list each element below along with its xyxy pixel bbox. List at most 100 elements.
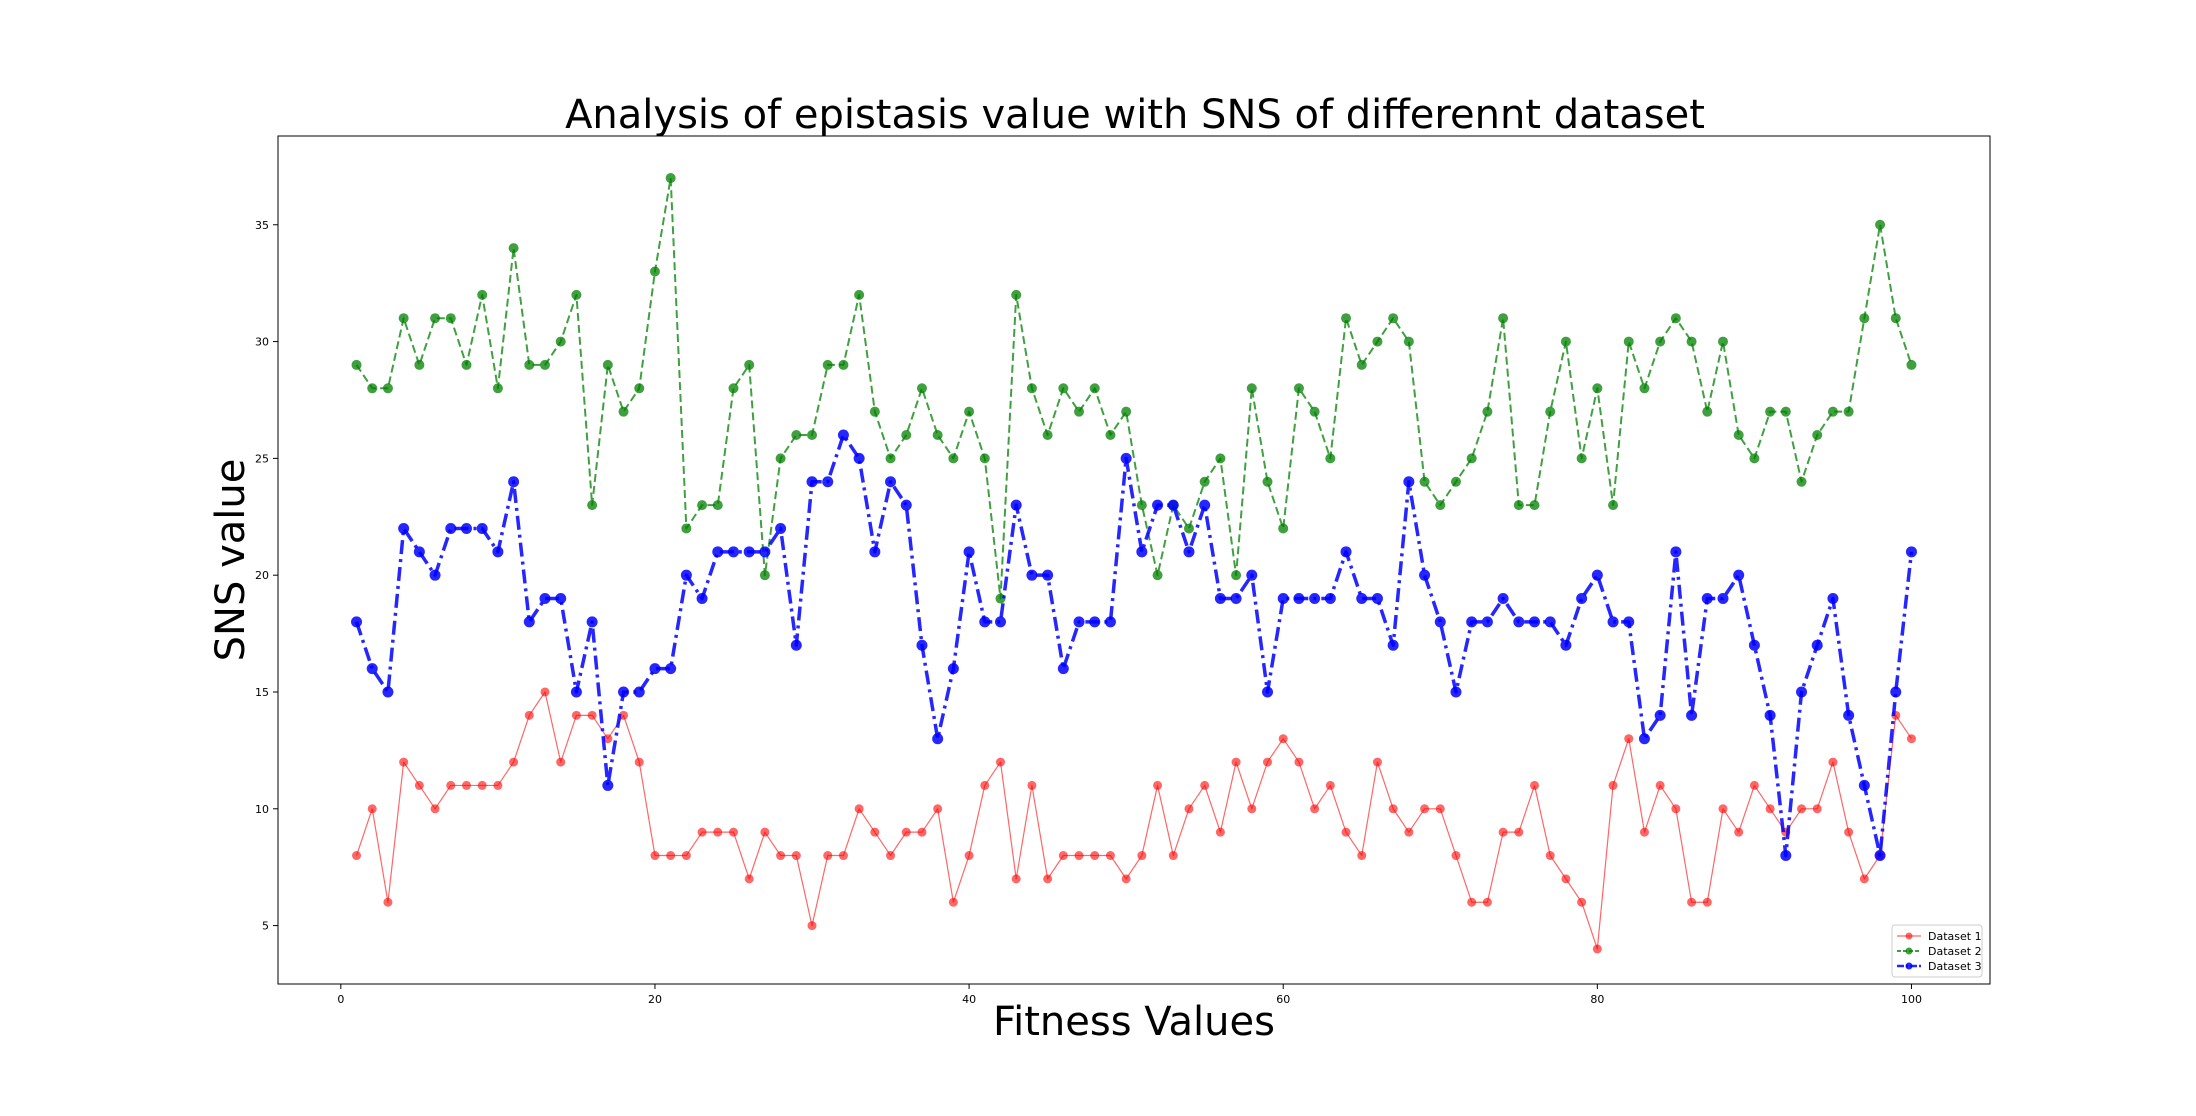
data-point — [1011, 874, 1021, 884]
data-point — [493, 780, 503, 790]
y-axis-label: SNS value — [208, 459, 254, 662]
data-point — [1544, 616, 1556, 628]
data-point — [477, 289, 488, 300]
data-point — [461, 780, 471, 790]
data-point — [1796, 476, 1807, 487]
data-point — [509, 757, 519, 767]
data-point — [1121, 874, 1131, 884]
series-dataset-3 — [351, 429, 1917, 862]
data-point — [540, 359, 551, 370]
data-point — [603, 734, 613, 744]
data-point — [1498, 313, 1509, 324]
data-point — [1074, 851, 1084, 861]
legend-label: Dataset 2 — [1928, 945, 1982, 958]
series-dataset-2 — [351, 173, 1917, 604]
data-point — [1058, 383, 1069, 394]
data-point — [995, 593, 1006, 604]
y-tick-label: 5 — [262, 920, 269, 933]
data-point — [477, 780, 487, 790]
data-point — [933, 804, 943, 814]
data-point — [619, 710, 629, 720]
data-point — [1906, 359, 1917, 370]
data-point — [1608, 500, 1619, 511]
data-point — [1231, 570, 1242, 581]
data-point — [1718, 804, 1728, 814]
data-point — [1262, 476, 1273, 487]
data-point — [791, 851, 801, 861]
data-point — [886, 851, 896, 861]
legend-swatch-marker — [1905, 947, 1913, 955]
data-point — [869, 406, 880, 417]
data-point — [1309, 593, 1321, 605]
data-point — [917, 827, 927, 837]
data-point — [1513, 500, 1524, 511]
data-point — [649, 663, 661, 675]
data-point — [508, 243, 519, 254]
data-point — [1451, 851, 1461, 861]
data-point — [1278, 523, 1289, 534]
data-point — [539, 593, 551, 605]
data-point — [634, 383, 645, 394]
data-point — [1623, 336, 1634, 347]
legend-label: Dataset 3 — [1928, 960, 1982, 973]
series-line-dataset-3 — [354, 433, 1914, 858]
data-point — [1341, 827, 1351, 837]
data-point — [461, 359, 472, 370]
data-point — [1324, 593, 1336, 605]
data-point — [1356, 593, 1368, 605]
data-point — [1435, 804, 1445, 814]
data-point — [352, 851, 362, 861]
data-point — [570, 686, 582, 698]
data-point — [696, 593, 708, 605]
data-point — [650, 851, 660, 861]
data-point — [1827, 593, 1839, 605]
data-point — [367, 383, 378, 394]
data-point — [807, 430, 818, 441]
data-point — [1184, 804, 1194, 814]
data-point — [1497, 593, 1509, 605]
data-point — [524, 710, 534, 720]
data-point — [1734, 827, 1744, 837]
data-point — [1372, 757, 1382, 767]
data-point — [869, 546, 881, 558]
data-point — [1293, 593, 1305, 605]
data-point — [1561, 874, 1571, 884]
data-point — [602, 779, 614, 791]
data-point — [728, 383, 739, 394]
data-point — [398, 522, 410, 534]
data-point — [555, 593, 567, 605]
data-point — [964, 406, 975, 417]
data-point — [916, 383, 927, 394]
data-point — [665, 173, 676, 184]
data-point — [446, 780, 456, 790]
data-point — [1828, 757, 1838, 767]
data-point — [963, 546, 975, 558]
data-point — [556, 757, 566, 767]
data-point — [807, 921, 817, 931]
data-point — [1655, 336, 1666, 347]
series-layer — [351, 173, 1917, 954]
data-point — [1576, 593, 1588, 605]
data-point — [1057, 663, 1069, 675]
data-point — [1529, 616, 1541, 628]
data-point — [1702, 897, 1712, 907]
data-point — [430, 804, 440, 814]
data-point — [1466, 453, 1477, 464]
data-point — [1435, 500, 1446, 511]
data-point — [980, 780, 990, 790]
legend-item: Dataset 1 — [1897, 930, 1982, 943]
data-point — [1010, 499, 1022, 511]
data-point — [1797, 804, 1807, 814]
data-point — [1419, 569, 1431, 581]
data-point — [1844, 827, 1854, 837]
data-point — [618, 406, 629, 417]
data-point — [587, 710, 597, 720]
data-point — [1231, 757, 1241, 767]
data-point — [1388, 804, 1398, 814]
y-tick-label: 15 — [255, 686, 269, 699]
data-point — [492, 546, 504, 558]
data-point — [900, 499, 912, 511]
data-point — [1687, 897, 1697, 907]
data-point — [744, 359, 755, 370]
data-point — [854, 289, 865, 300]
